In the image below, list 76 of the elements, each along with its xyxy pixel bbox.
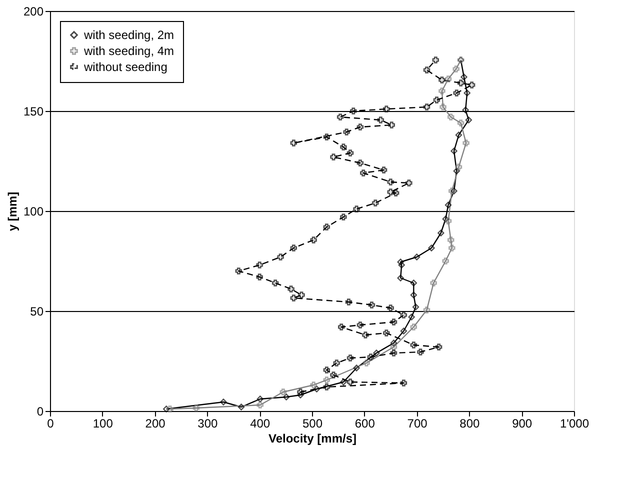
point (282, 394, 290, 400)
legend-label: with seeding, 2m (83, 28, 174, 42)
point (397, 274, 404, 282)
point (390, 344, 398, 350)
x-tick-label: 1'000 (560, 416, 590, 430)
point (448, 188, 456, 194)
point (448, 244, 456, 252)
point (438, 88, 446, 94)
point (353, 364, 360, 372)
point (238, 404, 245, 410)
point (442, 258, 449, 264)
x-tick-label: 900 (512, 416, 532, 430)
point (444, 218, 452, 224)
point (256, 402, 264, 408)
point (430, 280, 437, 286)
x-tick-label: 700 (407, 416, 428, 430)
legend-label: with seeding, 4m (83, 44, 174, 58)
point (444, 76, 452, 82)
point (444, 202, 452, 208)
point (297, 392, 304, 398)
point (220, 398, 227, 406)
x-tick-label: 200 (145, 416, 166, 430)
point (452, 66, 460, 72)
y-axis-title: y [mm] (5, 192, 20, 232)
point (310, 382, 317, 388)
legend-label: without seeding (83, 60, 168, 74)
point (410, 292, 417, 298)
point (340, 378, 347, 386)
point (397, 258, 404, 266)
point (192, 404, 200, 412)
point (457, 120, 464, 126)
point (408, 314, 415, 320)
point (373, 350, 380, 356)
point (440, 104, 446, 110)
y-tick-label: 0 (36, 404, 44, 418)
point (464, 90, 470, 96)
point (442, 216, 449, 222)
point (323, 376, 330, 384)
x-tick-label: 400 (250, 416, 270, 430)
point (455, 132, 462, 138)
point (460, 74, 468, 80)
point (412, 304, 420, 310)
point (390, 340, 398, 346)
point (313, 386, 320, 392)
x-tick-label: 300 (198, 416, 218, 430)
x-tick-label: 0 (47, 416, 54, 430)
point (400, 328, 408, 334)
x-tick-label: 500 (302, 416, 323, 430)
x-axis-title: Velocity [mm/s] (268, 432, 357, 446)
point (423, 306, 430, 314)
point (465, 116, 472, 124)
point (453, 168, 460, 174)
point (413, 254, 420, 260)
point (280, 388, 287, 396)
point (438, 230, 444, 236)
y-tick-label: 100 (23, 204, 44, 218)
point (462, 140, 470, 146)
point (166, 406, 174, 412)
point (256, 396, 264, 402)
point (410, 324, 417, 330)
x-tick-label: 100 (92, 416, 114, 430)
point (428, 244, 435, 252)
point (410, 280, 417, 286)
point (450, 148, 458, 154)
y-tick-label: 150 (23, 104, 44, 118)
x-tick-label: 800 (460, 416, 480, 430)
point (462, 106, 469, 114)
point (448, 114, 454, 120)
point (363, 360, 370, 366)
x-tick-label: 600 (354, 416, 376, 430)
y-tick-label: 200 (23, 4, 44, 18)
point (455, 164, 462, 170)
point (162, 406, 170, 412)
y-tick-label: 50 (30, 304, 44, 318)
point (448, 236, 454, 244)
point (398, 262, 405, 268)
